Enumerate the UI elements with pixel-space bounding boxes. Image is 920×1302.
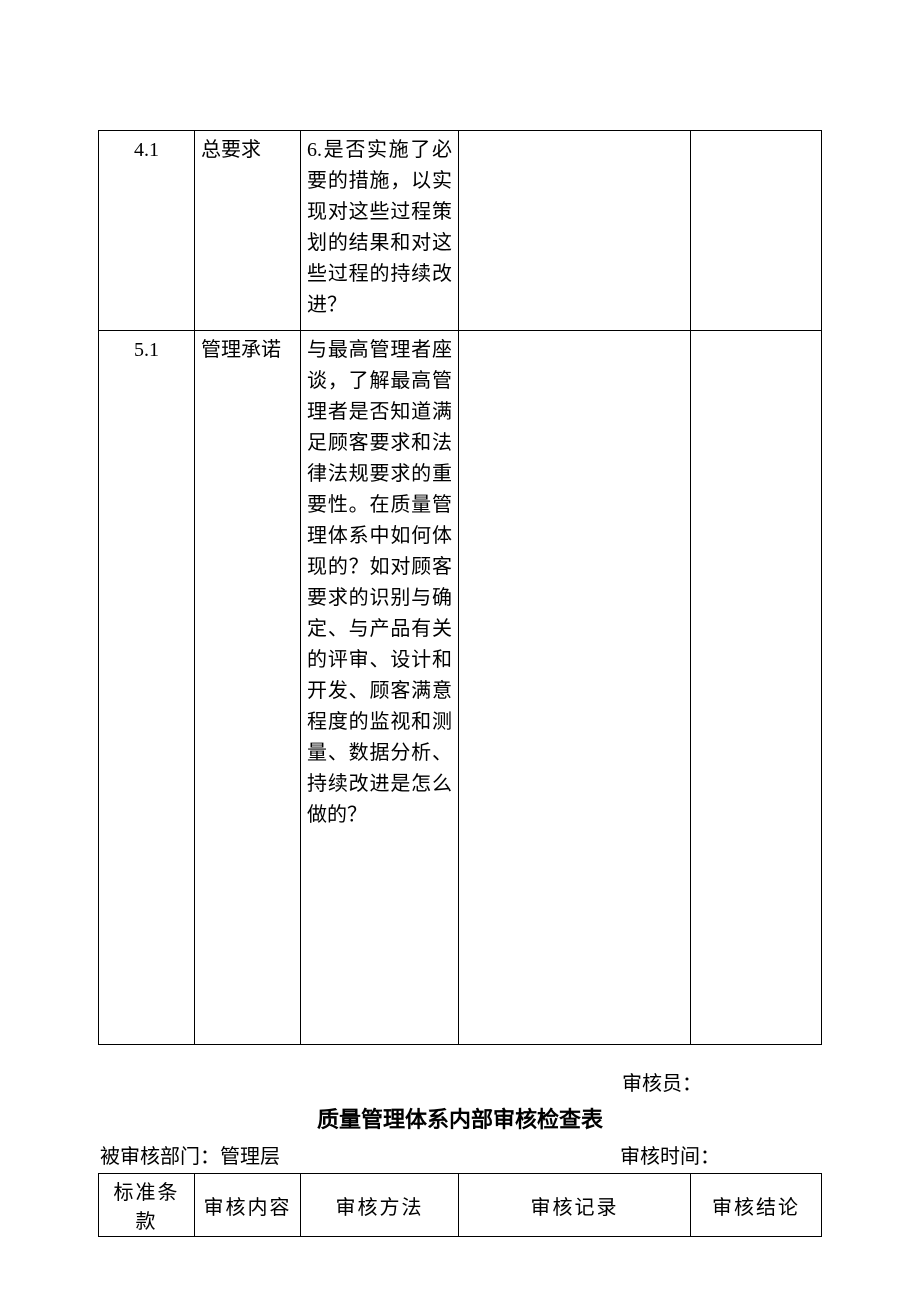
header-clause: 标准条款	[99, 1174, 195, 1237]
cell-conclusion	[691, 131, 822, 331]
dept-value: 管理层	[220, 1146, 280, 1168]
cell-record	[459, 331, 691, 1045]
cell-conclusion	[691, 331, 822, 1045]
info-row: 被审核部门：管理层 审核时间：	[98, 1140, 822, 1173]
cell-method: 与最高管理者座谈，了解最高管理者是否知道满足顾客要求和法律法规要求的重要性。在质…	[301, 331, 459, 1045]
section-title: 质量管理体系内部审核检查表	[98, 1102, 822, 1134]
header-record: 审核记录	[459, 1174, 691, 1237]
table-row: 4.1 总要求 6.是否实施了必要的措施，以实现对这些过程策划的结果和对这些过程…	[99, 131, 822, 331]
cell-content: 总要求	[195, 131, 301, 331]
cell-record	[459, 131, 691, 331]
cell-clause: 4.1	[99, 131, 195, 331]
auditor-label: 审核员：	[98, 1045, 822, 1102]
document-page: 4.1 总要求 6.是否实施了必要的措施，以实现对这些过程策划的结果和对这些过程…	[0, 0, 920, 1277]
header-conclusion: 审核结论	[691, 1174, 822, 1237]
header-method: 审核方法	[301, 1174, 459, 1237]
cell-content: 管理承诺	[195, 331, 301, 1045]
audit-table-header: 标准条款 审核内容 审核方法 审核记录 审核结论	[98, 1173, 822, 1237]
audit-table-body: 4.1 总要求 6.是否实施了必要的措施，以实现对这些过程策划的结果和对这些过程…	[98, 130, 822, 1045]
cell-method: 6.是否实施了必要的措施，以实现对这些过程策划的结果和对这些过程的持续改进？	[301, 131, 459, 331]
dept-label: 被审核部门：	[100, 1146, 220, 1168]
header-content: 审核内容	[195, 1174, 301, 1237]
table-header-row: 标准条款 审核内容 审核方法 审核记录 审核结论	[99, 1174, 822, 1237]
time-label: 审核时间：	[620, 1140, 820, 1169]
cell-clause: 5.1	[99, 331, 195, 1045]
table-row: 5.1 管理承诺 与最高管理者座谈，了解最高管理者是否知道满足顾客要求和法律法规…	[99, 331, 822, 1045]
dept-info: 被审核部门：管理层	[100, 1140, 280, 1169]
